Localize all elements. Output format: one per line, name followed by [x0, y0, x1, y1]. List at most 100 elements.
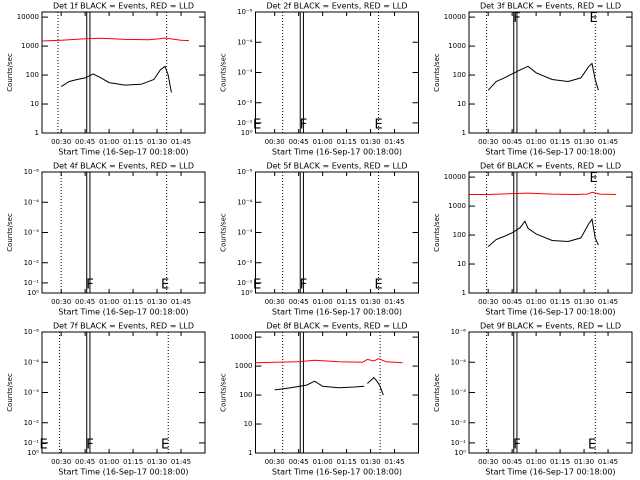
y-axis-label: Counts/sec	[220, 373, 228, 412]
plot-frame	[255, 331, 419, 454]
y-tick-label: 10⁻³	[451, 389, 467, 397]
x-tick-label: 01:45	[598, 138, 618, 146]
y-tick-label: 10⁰	[27, 289, 39, 297]
y-tick-label: 1000	[448, 42, 466, 50]
x-axis-label: Start Time (16-Sep-17 00:18:00)	[58, 148, 188, 157]
y-tick-label: 1000	[235, 362, 253, 370]
annotation: F	[513, 437, 520, 452]
panel-title: Det 3f BLACK = Events, RED = LLD	[480, 2, 621, 11]
annotation: E	[39, 437, 47, 452]
y-tick-label: 10⁻²	[451, 419, 467, 427]
y-tick-label: 1	[248, 449, 252, 457]
x-tick-label: 01:30	[574, 458, 594, 466]
x-tick-label: 00:45	[502, 298, 522, 306]
data-line	[487, 62, 599, 91]
x-axis-label: Start Time (16-Sep-17 00:18:00)	[272, 148, 402, 157]
plot-frame	[468, 11, 633, 134]
y-tick-label: 10⁻¹	[237, 119, 253, 127]
annotation: F	[513, 11, 520, 26]
y-tick-label: 10⁻²	[24, 259, 40, 267]
x-tick-label: 01:30	[147, 298, 167, 306]
x-axis-label: Start Time (16-Sep-17 00:18:00)	[272, 308, 402, 317]
x-tick-label: 01:30	[574, 298, 594, 306]
x-tick-label: 01:00	[99, 298, 119, 306]
x-tick-label: 01:00	[99, 138, 119, 146]
y-tick-label: 10⁻³	[237, 69, 253, 77]
x-tick-label: 01:15	[550, 458, 570, 466]
x-tick-label: 00:30	[478, 298, 498, 306]
y-tick-label: 10⁻⁶	[237, 168, 253, 176]
x-tick-label: 00:45	[75, 458, 95, 466]
panel-title: Det 7f BLACK = Events, RED = LLD	[53, 322, 194, 331]
x-tick-label: 01:00	[526, 458, 546, 466]
annotation: E	[590, 11, 598, 26]
x-tick-label: 00:45	[289, 458, 309, 466]
y-tick-label: 10⁻⁶	[451, 328, 467, 336]
y-tick-label: 10⁰	[454, 449, 466, 457]
y-tick-label: 10⁻⁴	[24, 358, 40, 366]
annotation: F	[86, 437, 93, 452]
y-tick-label: 100	[26, 71, 39, 79]
y-tick-label: 10000	[230, 333, 252, 341]
y-tick-label: 10⁻¹	[451, 439, 467, 447]
x-tick-label: 01:45	[384, 298, 404, 306]
x-axis-label: Start Time (16-Sep-17 00:18:00)	[485, 468, 615, 477]
y-tick-label: 10000	[444, 173, 466, 181]
x-tick-label: 01:00	[526, 298, 546, 306]
y-axis-label: Counts/sec	[433, 53, 441, 92]
x-tick-label: 01:30	[360, 458, 380, 466]
y-axis-label: Counts/sec	[6, 53, 14, 92]
x-tick-label: 00:30	[51, 458, 71, 466]
x-tick-label: 00:30	[478, 458, 498, 466]
y-tick-label: 10⁻²	[237, 259, 253, 267]
x-tick-label: 00:45	[502, 458, 522, 466]
x-tick-label: 01:15	[336, 458, 356, 466]
annotation: E	[161, 437, 169, 452]
x-tick-label: 01:15	[336, 298, 356, 306]
y-tick-label: 10000	[17, 13, 39, 21]
x-tick-label: 00:30	[478, 138, 498, 146]
annotation: E	[374, 117, 382, 132]
x-tick-label: 01:45	[171, 458, 191, 466]
x-tick-label: 01:45	[171, 298, 191, 306]
y-tick-label: 1000	[21, 42, 39, 50]
y-tick-label: 10⁰	[241, 289, 253, 297]
x-axis-label: Start Time (16-Sep-17 00:18:00)	[485, 148, 615, 157]
x-tick-label: 01:15	[550, 138, 570, 146]
annotation: F	[300, 117, 307, 132]
x-tick-label: 01:45	[384, 458, 404, 466]
x-tick-label: 01:45	[171, 138, 191, 146]
annotation: E	[253, 277, 261, 292]
x-tick-label: 00:30	[51, 298, 71, 306]
y-tick-label: 10⁰	[241, 129, 253, 137]
y-tick-label: 10⁻⁴	[451, 358, 467, 366]
x-tick-label: 01:15	[550, 298, 570, 306]
x-axis-label: Start Time (16-Sep-17 00:18:00)	[272, 468, 402, 477]
annotation: E	[161, 277, 169, 292]
y-axis-label: Counts/sec	[220, 53, 228, 92]
panel-title: Det 6f BLACK = Events, RED = LLD	[480, 162, 621, 171]
plot-frame	[41, 11, 206, 134]
y-tick-label: 10⁻⁶	[237, 8, 253, 16]
panel-title: Det 1f BLACK = Events, RED = LLD	[53, 2, 194, 11]
data-line	[255, 358, 403, 364]
x-tick-label: 01:45	[384, 138, 404, 146]
x-tick-label: 01:00	[313, 298, 333, 306]
y-tick-label: 1	[462, 129, 466, 137]
y-axis-label: Counts/sec	[433, 373, 441, 412]
data-line	[60, 65, 172, 93]
annotation: E	[374, 277, 382, 292]
panel-title: Det 5f BLACK = Events, RED = LLD	[266, 162, 407, 171]
x-tick-label: 01:30	[574, 138, 594, 146]
x-tick-label: 01:30	[147, 138, 167, 146]
x-axis-label: Start Time (16-Sep-17 00:18:00)	[485, 308, 615, 317]
y-tick-label: 10⁻³	[24, 229, 40, 237]
panel-title: Det 9f BLACK = Events, RED = LLD	[480, 322, 621, 331]
y-tick-label: 10⁻⁶	[24, 328, 40, 336]
x-axis-label: Start Time (16-Sep-17 00:18:00)	[58, 468, 188, 477]
y-tick-label: 100	[453, 71, 466, 79]
panel-title: Det 2f BLACK = Events, RED = LLD	[266, 2, 407, 11]
y-tick-label: 10	[244, 420, 253, 428]
